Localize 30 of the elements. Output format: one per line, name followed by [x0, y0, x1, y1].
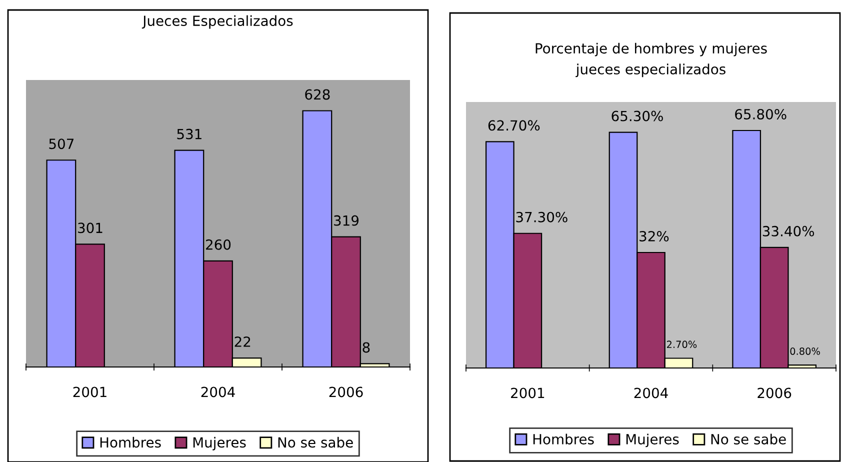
data-label: 531	[177, 128, 202, 140]
data-label: 37.30%	[516, 212, 568, 222]
data-label: 8	[362, 342, 370, 353]
data-label: 32%	[640, 230, 669, 242]
data-label: 62.70%	[488, 120, 540, 131]
data-label: 301	[78, 222, 102, 234]
data-label: 0.80%	[790, 348, 820, 355]
x-tick-label: 2001	[73, 386, 106, 398]
data-label: 22	[234, 336, 250, 347]
data-label: 65.80%	[735, 108, 786, 120]
legend-label: Mujeres	[193, 436, 246, 450]
data-label: 319	[334, 215, 359, 226]
legend-label: Hombres	[533, 434, 594, 444]
legend-label: No se sabe	[278, 436, 353, 448]
data-label: 2.70%	[666, 340, 697, 348]
x-tick-label: 2001	[511, 388, 544, 398]
chart-title: Jueces Especializados	[142, 15, 293, 29]
x-tick-label: 2004	[634, 388, 668, 398]
chart-title: Porcentaje de hombres y mujeres jueces especializados	[536, 42, 767, 78]
data-label: 507	[49, 138, 74, 150]
data-label: 260	[206, 239, 231, 250]
x-tick-label: 2004	[201, 386, 235, 398]
legend-label: Mujeres	[626, 434, 679, 448]
legend-label: Hombres	[100, 436, 161, 448]
data-label: 628	[305, 89, 330, 100]
legend-label: No se sabe	[711, 434, 786, 444]
data-label: 33.40%	[762, 226, 814, 236]
x-tick-label: 2006	[758, 388, 792, 398]
x-tick-label: 2006	[329, 386, 363, 398]
data-label: 65.30%	[612, 110, 663, 122]
